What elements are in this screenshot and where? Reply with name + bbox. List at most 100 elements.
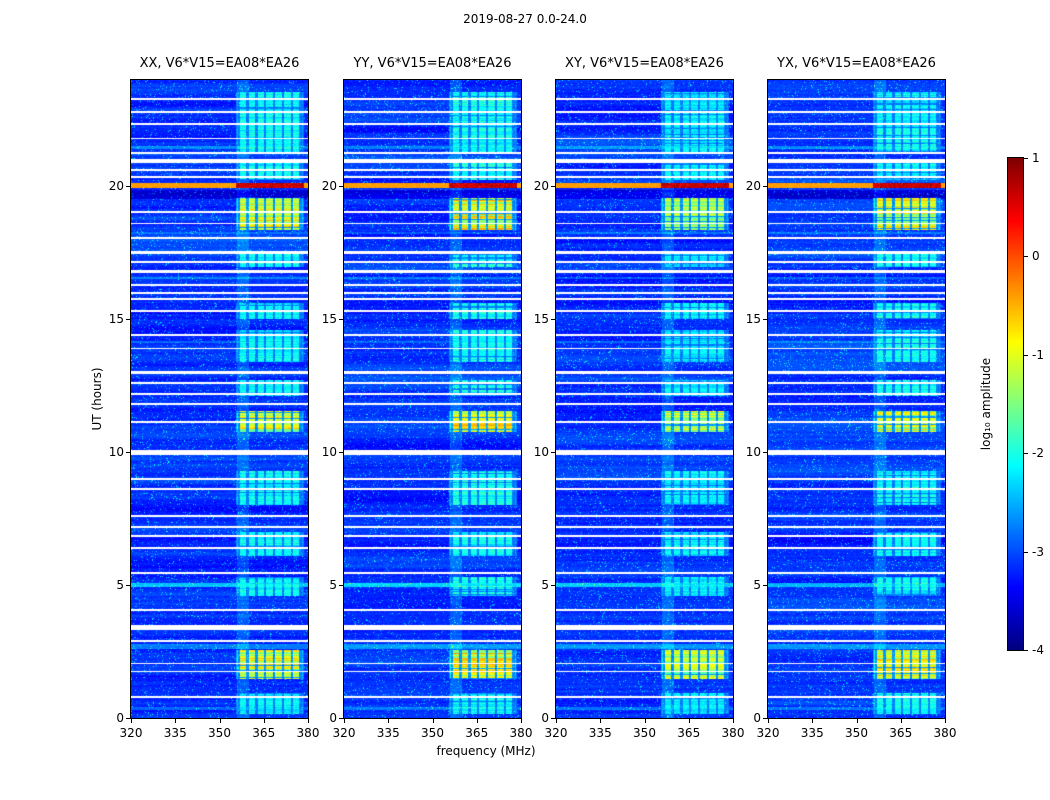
x-tick-mark bbox=[945, 719, 946, 723]
colorbar: log₁₀ amplitude 1 0 -1 -2 -3 -4 bbox=[979, 151, 1044, 657]
x-tick-mark bbox=[344, 719, 345, 723]
colorbar-canvas bbox=[1007, 157, 1024, 651]
colorbar-tick-label: -1 bbox=[1032, 347, 1044, 362]
y-tick-label: 10 bbox=[108, 445, 124, 460]
y-tick-label: 10 bbox=[321, 445, 337, 460]
panel-title-yx: YX, V6*V15=EA08*EA26 bbox=[777, 56, 936, 71]
x-tick-label: 365 bbox=[889, 726, 913, 740]
y-tick-mark bbox=[763, 452, 767, 454]
x-tick-mark bbox=[600, 719, 602, 723]
y-tick-label: 15 bbox=[108, 312, 124, 327]
panel-xx: XX, V6*V15=EA08*EA26 320 335 350 365 380 0 5 10… bbox=[109, 56, 320, 740]
x-tick-label: 365 bbox=[465, 726, 489, 740]
y-tick-label: 0 bbox=[329, 711, 337, 725]
x-tick-label: 365 bbox=[252, 726, 276, 740]
panel-xy: XY, V6*V15=EA08*EA26 320 335 350 365 380 0 5 10… bbox=[534, 56, 745, 740]
y-tick-label: 15 bbox=[321, 312, 337, 327]
figure-title: 2019-08-27 0.0-24.0 bbox=[463, 12, 587, 26]
colorbar-tick-mark bbox=[1024, 158, 1028, 159]
y-tick-label: 5 bbox=[116, 578, 124, 593]
y-tick-mark bbox=[126, 186, 130, 188]
x-tick-mark bbox=[175, 719, 177, 723]
colorbar-tick-label: 0 bbox=[1032, 249, 1040, 264]
x-tick-label: 350 bbox=[845, 726, 868, 740]
x-tick-mark bbox=[131, 719, 132, 723]
x-tick-label: 380 bbox=[933, 726, 957, 740]
panel-yx: YX, V6*V15=EA08*EA26 320 335 350 365 380 0 5 10… bbox=[746, 56, 957, 740]
colorbar-tick-mark bbox=[1024, 453, 1028, 455]
colorbar-tick-mark bbox=[1024, 354, 1028, 356]
colorbar-tick-mark bbox=[1024, 650, 1028, 651]
x-tick-label: 380 bbox=[721, 726, 745, 740]
colorbar-tick-label: -2 bbox=[1032, 446, 1044, 461]
y-tick-label: 15 bbox=[745, 312, 761, 327]
y-tick-mark bbox=[763, 186, 767, 188]
x-tick-mark bbox=[644, 719, 646, 723]
x-tick-mark bbox=[219, 719, 221, 723]
y-tick-mark bbox=[551, 452, 555, 454]
y-tick-label: 10 bbox=[533, 445, 549, 460]
x-tick-mark bbox=[308, 719, 309, 723]
y-tick-label: 5 bbox=[329, 578, 337, 593]
x-tick-mark bbox=[263, 719, 265, 723]
x-tick-label: 380 bbox=[296, 726, 320, 740]
x-tick-label: 320 bbox=[119, 726, 143, 740]
x-tick-mark bbox=[432, 719, 434, 723]
x-tick-mark bbox=[388, 719, 390, 723]
y-tick-label: 0 bbox=[753, 711, 761, 725]
x-tick-mark bbox=[856, 719, 858, 723]
panel-yy: YY, V6*V15=EA08*EA26 320 335 350 365 380 0 5 10… bbox=[322, 56, 533, 740]
y-tick-label: 5 bbox=[753, 578, 761, 593]
spectrogram-canvas-yy bbox=[343, 79, 522, 719]
x-tick-label: 320 bbox=[332, 726, 356, 740]
spectrogram-canvas-yx bbox=[767, 79, 946, 719]
y-tick-mark bbox=[763, 585, 767, 587]
y-tick-mark bbox=[126, 718, 130, 719]
x-tick-label: 350 bbox=[633, 726, 656, 740]
x-tick-mark bbox=[733, 719, 734, 723]
x-tick-label: 380 bbox=[509, 726, 533, 740]
y-tick-mark bbox=[551, 585, 555, 587]
y-tick-mark bbox=[339, 585, 343, 587]
y-tick-mark bbox=[551, 718, 555, 719]
y-tick-mark bbox=[339, 319, 343, 321]
colorbar-tick-label: 1 bbox=[1032, 151, 1040, 165]
y-tick-mark bbox=[551, 186, 555, 188]
y-tick-label: 0 bbox=[541, 711, 549, 725]
y-tick-mark bbox=[763, 718, 767, 719]
x-tick-label: 320 bbox=[756, 726, 780, 740]
colorbar-tick-mark bbox=[1024, 256, 1028, 258]
y-tick-label: 0 bbox=[116, 711, 124, 725]
y-tick-mark bbox=[339, 452, 343, 454]
x-tick-mark bbox=[688, 719, 690, 723]
x-tick-mark bbox=[812, 719, 814, 723]
y-tick-label: 20 bbox=[108, 179, 124, 194]
y-tick-label: 20 bbox=[321, 179, 337, 194]
x-tick-mark bbox=[521, 719, 522, 723]
x-tick-mark bbox=[476, 719, 478, 723]
x-tick-label: 365 bbox=[677, 726, 701, 740]
y-tick-label: 15 bbox=[533, 312, 549, 327]
x-tick-mark bbox=[900, 719, 902, 723]
y-tick-mark bbox=[126, 585, 130, 587]
y-tick-mark bbox=[551, 319, 555, 321]
x-axis-label: frequency (MHz) bbox=[436, 744, 536, 758]
y-tick-label: 20 bbox=[745, 179, 761, 194]
spectrogram-canvas-xy bbox=[555, 79, 734, 719]
colorbar-tick-label: -4 bbox=[1032, 643, 1044, 657]
y-axis-label: UT (hours) bbox=[90, 367, 104, 431]
x-tick-mark bbox=[768, 719, 769, 723]
x-tick-label: 335 bbox=[163, 726, 187, 740]
x-tick-label: 335 bbox=[588, 726, 612, 740]
x-tick-label: 350 bbox=[208, 726, 231, 740]
y-tick-mark bbox=[339, 186, 343, 188]
x-tick-mark bbox=[556, 719, 557, 723]
panel-title-yy: YY, V6*V15=EA08*EA26 bbox=[353, 56, 512, 71]
x-tick-label: 320 bbox=[544, 726, 568, 740]
y-tick-label: 20 bbox=[533, 179, 549, 194]
y-tick-mark bbox=[763, 319, 767, 321]
x-tick-label: 335 bbox=[800, 726, 824, 740]
colorbar-label: log₁₀ amplitude bbox=[979, 357, 993, 451]
y-tick-mark bbox=[339, 718, 343, 719]
